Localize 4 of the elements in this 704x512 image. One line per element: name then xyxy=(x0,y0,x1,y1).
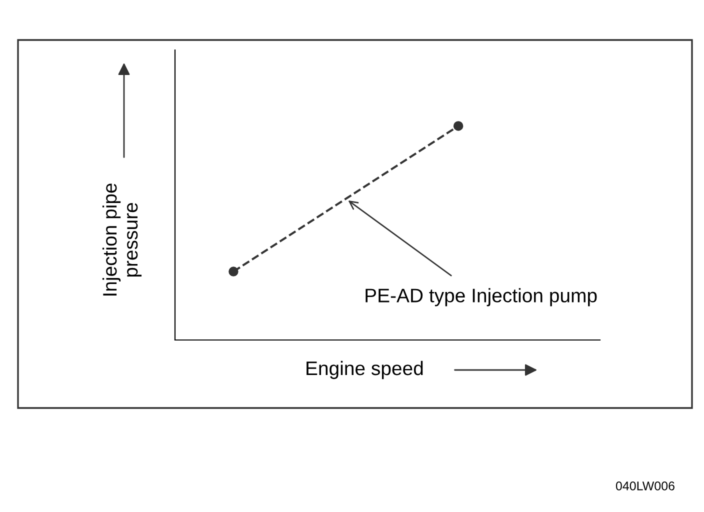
x-axis-title: Engine speed xyxy=(306,360,423,380)
y-axis-title: Injection pipe pressure xyxy=(102,184,142,296)
text: 040LW006 xyxy=(616,482,674,490)
annotation: PE-AD type Injection pump xyxy=(366,288,597,306)
